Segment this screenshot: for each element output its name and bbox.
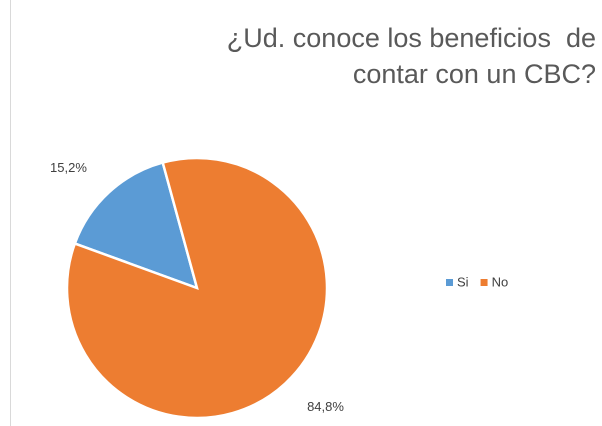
chart-title: ¿Ud. conoce los beneficios de contar con… <box>226 23 596 89</box>
legend-label: No <box>492 274 509 289</box>
data-label: 84,8% <box>307 399 344 414</box>
legend-swatch <box>480 279 488 286</box>
pie-slice <box>73 161 199 291</box>
data-label: 15,2% <box>50 160 87 175</box>
legend-swatch <box>446 279 453 286</box>
pie-slice <box>65 156 329 420</box>
legend-label: Si <box>457 274 469 289</box>
